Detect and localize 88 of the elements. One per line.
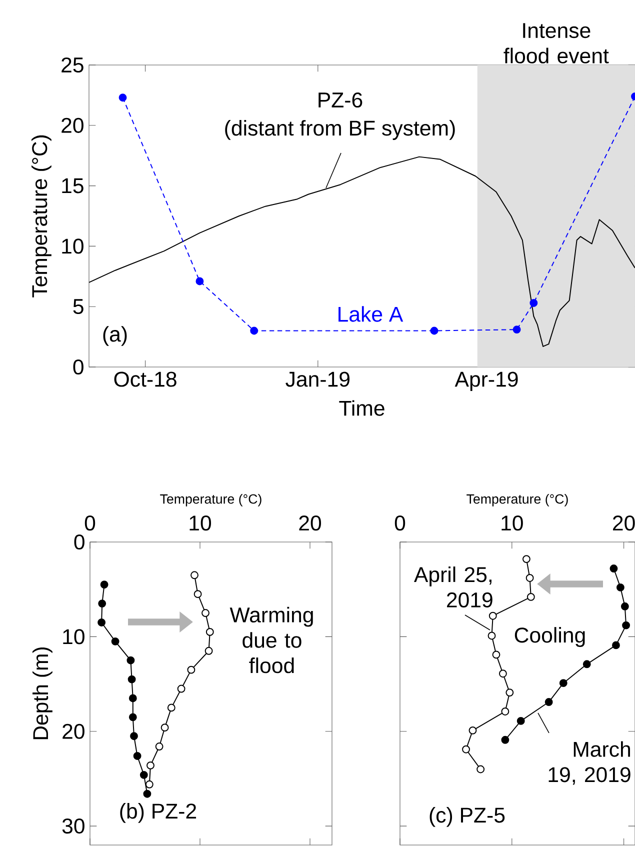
point xyxy=(462,745,470,754)
annotation: Cooling xyxy=(514,627,585,647)
point xyxy=(501,708,510,716)
y-tick-label: 20 xyxy=(62,724,84,739)
point xyxy=(128,694,137,702)
point xyxy=(488,612,497,620)
point xyxy=(616,583,624,592)
point xyxy=(522,555,530,564)
point xyxy=(187,666,196,674)
point xyxy=(100,580,108,589)
point xyxy=(559,679,568,688)
annotation: Warming due to flood xyxy=(230,606,313,674)
point xyxy=(130,732,138,740)
y-tick-label: 30 xyxy=(62,818,84,834)
point xyxy=(194,590,202,598)
text: PZ-6 xyxy=(318,92,362,108)
point xyxy=(98,600,106,608)
point xyxy=(610,564,618,572)
annotation: (distant from BF system) xyxy=(225,120,455,140)
point xyxy=(612,641,620,650)
point xyxy=(111,637,120,646)
band-label: Intense flood event xyxy=(504,23,609,64)
point xyxy=(620,602,629,610)
point xyxy=(146,761,154,770)
x-tick-label: 0 xyxy=(394,516,406,531)
point xyxy=(250,326,258,335)
point xyxy=(126,656,135,664)
x-tick-label: 10 xyxy=(502,516,523,531)
point xyxy=(140,770,148,779)
point xyxy=(202,609,210,617)
y-tick-label: 10 xyxy=(63,629,84,644)
point xyxy=(177,684,186,693)
point xyxy=(133,752,142,760)
point xyxy=(118,94,127,102)
x-tick-label: 20 xyxy=(299,516,322,531)
series-label: March 19, 2019 xyxy=(548,741,630,785)
point xyxy=(128,713,137,722)
point xyxy=(190,571,198,580)
point xyxy=(498,670,507,678)
x-tick-label: 20 xyxy=(613,516,635,531)
y-tick-label: 0 xyxy=(73,359,84,375)
point xyxy=(206,628,214,636)
x-axis-title: Time xyxy=(339,400,384,416)
point xyxy=(516,716,525,725)
point xyxy=(501,736,510,744)
x-axis-title: Temperature (°C) xyxy=(160,494,262,506)
point xyxy=(196,277,204,286)
point xyxy=(492,650,500,659)
point xyxy=(155,742,164,750)
line-series xyxy=(88,156,635,347)
x-tick-label: Jan-19 xyxy=(286,372,350,387)
point xyxy=(98,618,106,626)
annotation: (b) PZ-2 xyxy=(120,803,196,823)
point xyxy=(622,621,630,630)
point xyxy=(506,688,514,697)
point xyxy=(167,704,176,712)
x-tick-label: 10 xyxy=(190,516,212,531)
point xyxy=(526,574,534,582)
series-label: April 25, 2019 xyxy=(414,566,492,608)
y-tick-label: 10 xyxy=(62,238,84,254)
point xyxy=(143,790,152,798)
x-tick-label: 0 xyxy=(84,516,96,531)
annotation: (c) PZ-5 xyxy=(430,807,505,827)
point xyxy=(204,646,213,655)
point xyxy=(544,698,553,706)
series-label: Lake A xyxy=(338,306,404,322)
point xyxy=(582,660,591,668)
point xyxy=(160,724,169,732)
point xyxy=(530,299,538,307)
y-axis-title: Depth (m) xyxy=(32,647,52,740)
y-tick-label: 25 xyxy=(62,57,84,73)
annotation: (a) xyxy=(103,326,127,346)
y-tick-label: 15 xyxy=(62,178,84,194)
point xyxy=(468,726,477,734)
y-tick-label: 0 xyxy=(74,534,84,550)
x-tick-label: Oct-18 xyxy=(114,372,176,387)
point xyxy=(526,592,535,601)
point xyxy=(430,326,438,335)
point xyxy=(128,675,136,684)
point xyxy=(476,765,485,774)
y-tick-label: 20 xyxy=(62,118,84,133)
x-tick-label: Apr-19 xyxy=(454,372,518,392)
point xyxy=(145,780,154,788)
point xyxy=(488,632,496,640)
x-axis-title: Temperature (°C) xyxy=(466,494,568,506)
y-axis-title: Temperature (°C) xyxy=(32,135,52,298)
y-tick-label: 5 xyxy=(73,299,84,314)
point xyxy=(512,326,521,334)
